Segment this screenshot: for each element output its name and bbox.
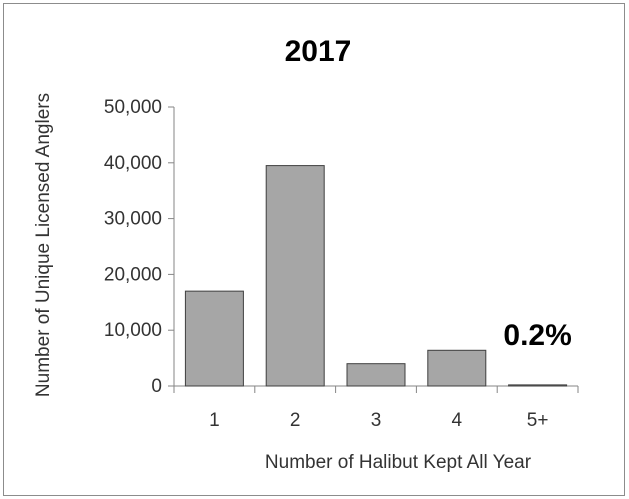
y-tick-label: 20,000 xyxy=(104,264,162,285)
y-tick-label: 30,000 xyxy=(104,209,162,230)
x-tick-label: 4 xyxy=(452,410,463,431)
bar-1 xyxy=(184,290,244,387)
y-tick-label: 50,000 xyxy=(104,97,162,118)
y-tick-label: 0 xyxy=(151,376,162,397)
bar-5-plus xyxy=(508,384,568,387)
annotations-group: 0.2% xyxy=(503,319,571,352)
chart-title: 2017 xyxy=(285,35,352,68)
bar-3 xyxy=(346,363,406,387)
y-tick-label: 10,000 xyxy=(104,320,162,341)
bar-4 xyxy=(427,349,487,387)
x-tick-label: 5+ xyxy=(527,410,549,431)
x-axis: 1 2 3 4 5+ xyxy=(173,385,579,431)
y-axis: 0 10,000 20,000 30,000 40,000 50,000 xyxy=(104,97,175,397)
x-tick-label: 1 xyxy=(209,410,220,431)
y-axis-title: Number of Unique Licensed Anglers xyxy=(33,93,54,397)
x-tick-label: 3 xyxy=(371,410,382,431)
y-tick-label: 40,000 xyxy=(104,153,162,174)
x-axis-title: Number of Halibut Kept All Year xyxy=(265,452,532,473)
annotation-label: 0.2% xyxy=(503,319,571,352)
x-tick-label: 2 xyxy=(290,410,301,431)
bars-group xyxy=(184,165,568,387)
bar-2 xyxy=(265,165,325,387)
